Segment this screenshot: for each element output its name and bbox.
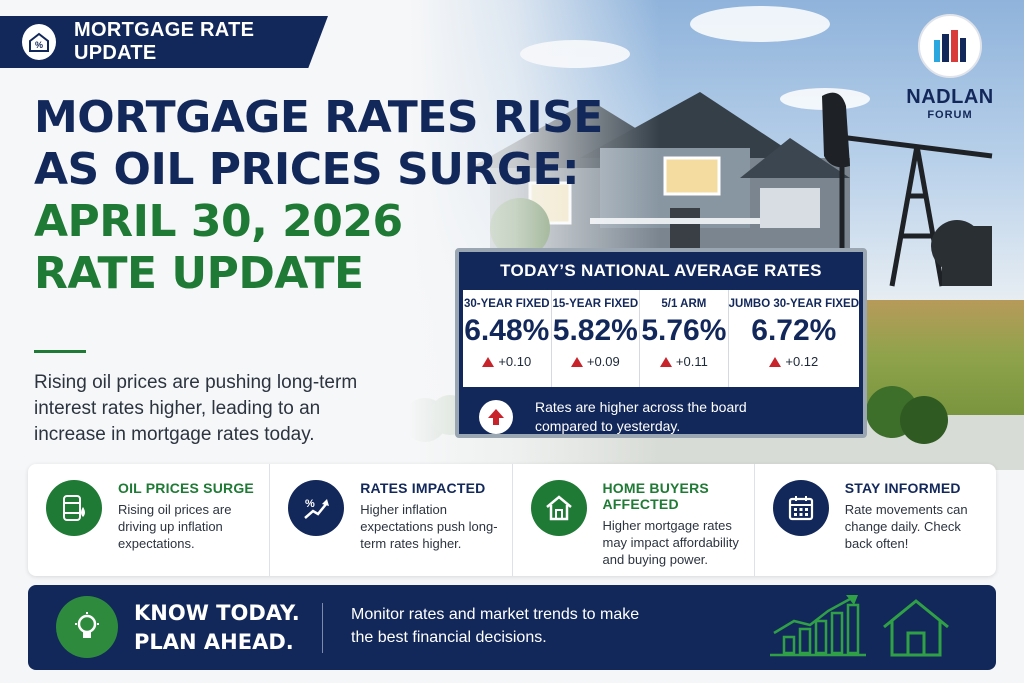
rate-change-value: +0.09 <box>586 354 620 369</box>
rate-change: +0.11 <box>640 354 728 369</box>
card-oil-prices: OIL PRICES SURGE Rising oil prices are d… <box>28 464 271 576</box>
banner-divider <box>322 603 323 653</box>
rate-value: 5.76% <box>641 314 727 347</box>
card-body: OIL PRICES SURGE Rising oil prices are d… <box>118 480 259 576</box>
rates-table: 30-YEAR FIXED 6.48% +0.10 15-YEAR FIXED … <box>463 290 859 387</box>
up-triangle-icon <box>482 357 495 367</box>
card-text: Rising oil prices are driving up inflati… <box>118 502 232 551</box>
rate-label: JUMBO 30-YEAR FIXED <box>728 298 859 310</box>
rate-value: 6.48% <box>464 314 550 347</box>
card-text: Higher inflation expectations push long-… <box>360 502 498 551</box>
logo-name: NADLAN <box>906 86 994 108</box>
logo-subtitle: FORUM <box>927 109 973 121</box>
rate-change-value: +0.12 <box>785 354 819 369</box>
nadlan-logo[interactable]: NADLAN FORUM <box>890 14 1010 121</box>
banner-headline: KNOW TODAY. PLAN AHEAD. <box>134 599 300 657</box>
rate-15-year-fixed: 15-YEAR FIXED 5.82% +0.09 <box>552 290 641 387</box>
cloud <box>690 6 830 42</box>
card-stay-informed: STAY INFORMED Rate movements can change … <box>755 464 996 576</box>
page-title: MORTGAGE RATES RISE AS OIL PRICES SURGE:… <box>34 92 603 300</box>
svg-text:%: % <box>35 40 43 50</box>
rates-board-title: TODAY’S NATIONAL AVERAGE RATES <box>500 261 822 280</box>
rate-30-year-fixed: 30-YEAR FIXED 6.48% +0.10 <box>463 290 552 387</box>
lightbulb-icon <box>56 596 118 658</box>
up-triangle-icon <box>570 357 583 367</box>
card-home-buyers: HOME BUYERS AFFECTED Higher mortgage rat… <box>513 464 755 576</box>
rate-change: +0.12 <box>729 354 859 369</box>
rate-label: 15-YEAR FIXED <box>552 298 639 310</box>
up-triangle-icon <box>659 357 672 367</box>
rates-board-note: Rates are higher across the board compar… <box>479 398 795 436</box>
card-text: Rate movements can change daily. Check b… <box>844 502 968 551</box>
intro-text: Rising oil prices are pushing long-term … <box>34 372 358 445</box>
card-title: OIL PRICES SURGE <box>118 480 254 496</box>
rates-note-text: Rates are higher across the board compar… <box>535 399 747 434</box>
card-title: HOME BUYERS AFFECTED <box>602 480 709 512</box>
rate-value: 5.82% <box>552 314 638 347</box>
svg-text:%: % <box>305 498 315 510</box>
growth-chart-icon <box>770 595 866 657</box>
info-cards: OIL PRICES SURGE Rising oil prices are d… <box>28 464 996 576</box>
oil-barrel-icon <box>46 480 102 536</box>
rate-change-value: +0.11 <box>675 354 708 369</box>
oil-pump-illustration <box>822 92 993 287</box>
calendar-icon <box>772 480 829 536</box>
banner-headline-line-2: PLAN AHEAD. <box>134 630 294 654</box>
percent-trend-icon: % <box>288 480 345 536</box>
header-tag: % MORTGAGE RATE UPDATE <box>0 16 328 68</box>
rate-5-1-arm: 5/1 ARM 5.76% +0.11 <box>640 290 729 387</box>
header-tag-label: MORTGAGE RATE UPDATE <box>74 19 255 64</box>
title-line-4: RATE UPDATE <box>34 248 364 299</box>
title-divider <box>34 350 86 353</box>
card-title: STAY INFORMED <box>844 480 961 496</box>
rate-change-value: +0.10 <box>498 354 532 369</box>
rate-label: 30-YEAR FIXED <box>463 298 550 310</box>
rate-value: 6.72% <box>751 314 837 347</box>
banner-text: Monitor rates and market trends to make … <box>351 606 640 646</box>
rates-board: TODAY’S NATIONAL AVERAGE RATES 30-YEAR F… <box>455 248 867 438</box>
rate-change: +0.09 <box>552 354 640 369</box>
banner-headline-line-1: KNOW TODAY. <box>134 601 300 625</box>
card-body: RATES IMPACTED Higher inflation expectat… <box>360 480 501 576</box>
card-body: STAY INFORMED Rate movements can change … <box>845 480 986 576</box>
title-line-3: APRIL 30, 2026 <box>34 196 403 247</box>
house-icon <box>530 480 587 536</box>
rate-change: +0.10 <box>463 354 551 369</box>
card-title: RATES IMPACTED <box>360 480 486 496</box>
arrow-up-icon <box>479 400 513 434</box>
card-rates-impacted: % RATES IMPACTED Higher inflation expect… <box>270 464 513 576</box>
rate-label: 5/1 ARM <box>661 298 707 310</box>
house-outline-icon <box>883 599 949 657</box>
building-logo-icon <box>918 14 982 78</box>
bushes <box>866 386 948 444</box>
title-line-1: MORTGAGE RATES RISE <box>34 92 603 143</box>
title-line-2: AS OIL PRICES SURGE: <box>34 144 580 195</box>
bottom-banner: KNOW TODAY. PLAN AHEAD. Monitor rates an… <box>28 585 996 670</box>
card-body: HOME BUYERS AFFECTED Higher mortgage rat… <box>603 480 744 576</box>
up-triangle-icon <box>769 357 782 367</box>
house-percent-icon: % <box>22 24 57 60</box>
card-text: Higher mortgage rates may impact afforda… <box>602 518 739 567</box>
rate-jumbo-30-year-fixed: JUMBO 30-YEAR FIXED 6.72% +0.12 <box>729 290 859 387</box>
